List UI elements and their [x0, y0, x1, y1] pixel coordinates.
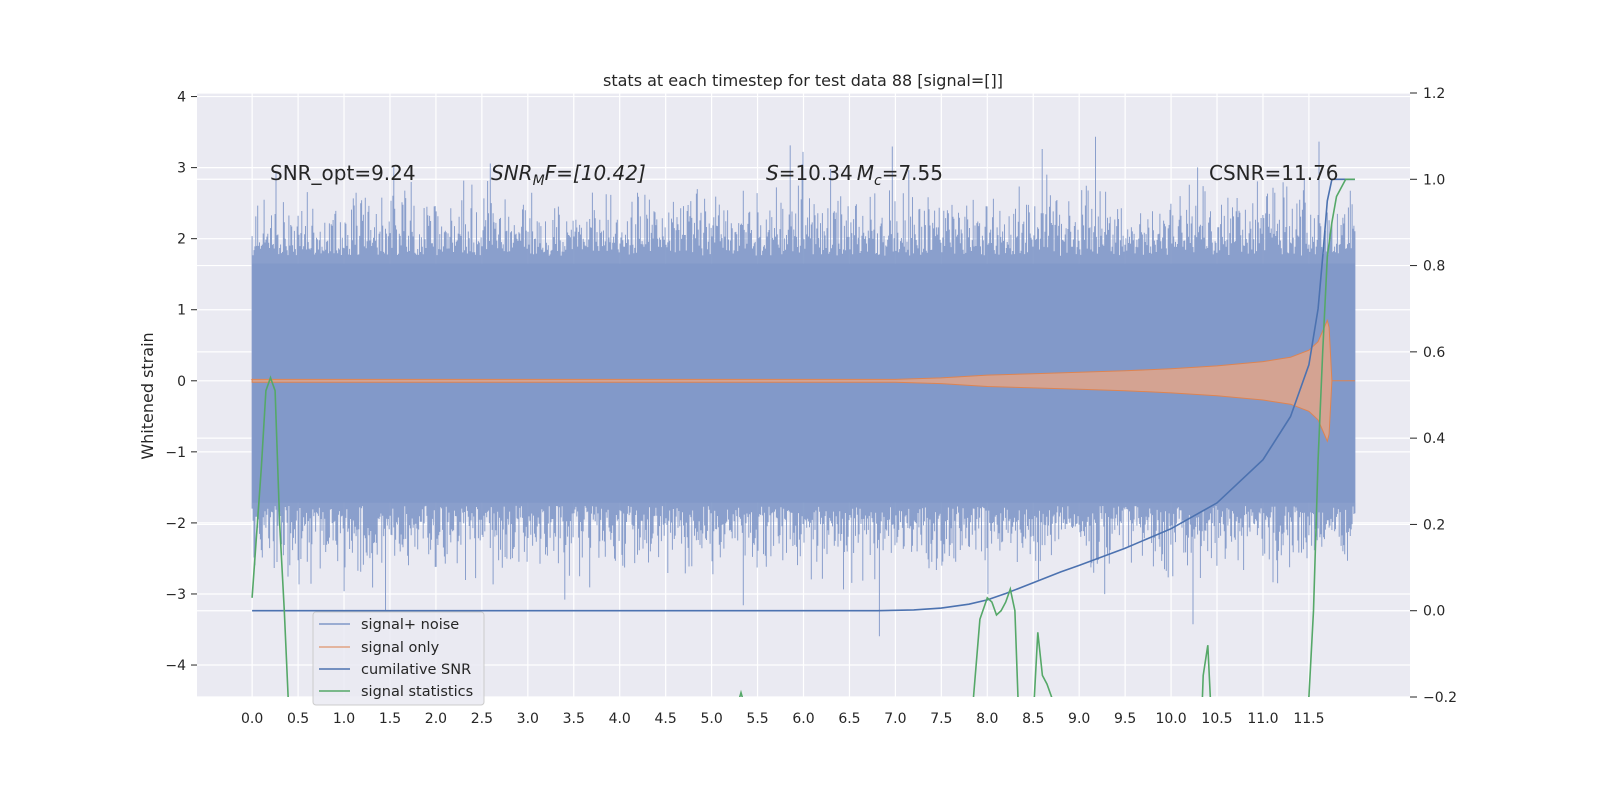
y2-tick-label: 0.2: [1423, 517, 1445, 533]
y-tick-label: −4: [165, 658, 186, 674]
x-tick-label: 3.5: [563, 711, 585, 727]
x-tick-label: 11.5: [1293, 711, 1324, 727]
x-tick-label: 8.0: [976, 711, 998, 727]
y2-tick-label: 0.6: [1423, 345, 1445, 361]
x-tick-label: 0.5: [287, 711, 309, 727]
x-tick-label: 6.5: [838, 711, 860, 727]
x-tick-label: 10.0: [1155, 711, 1186, 727]
x-tick-label: 2.5: [471, 711, 493, 727]
x-tick-label: 9.0: [1068, 711, 1090, 727]
x-tick-label: 5.5: [746, 711, 768, 727]
legend-label-cumulative-snr: cumilative SNR: [361, 662, 471, 678]
x-axis-ticks: 0.0 0.5 1.0 1.5 2.0 2.5 3.0 3.5 4.0 4.5 5.0 5.5 6.0 6…: [241, 711, 1324, 727]
x-tick-label: 1.0: [333, 711, 355, 727]
annotation-snr-mf: SNRMF=[10.42]: [491, 161, 646, 189]
y2-tick-label: 1.2: [1423, 86, 1445, 102]
x-tick-label: 7.0: [884, 711, 906, 727]
y-axis-label: Whitened strain: [138, 332, 157, 459]
y-tick-label: 3: [177, 161, 186, 177]
signal-statistics-series: [251, 178, 1355, 697]
y2-tick-label: 0.0: [1423, 604, 1445, 620]
x-tick-label: 2.0: [425, 711, 447, 727]
y-tick-label: −3: [165, 587, 186, 603]
x-tick-label: 9.5: [1114, 711, 1136, 727]
x-tick-label: 7.5: [930, 711, 952, 727]
legend-label-signal-statistics: signal statistics: [361, 684, 473, 700]
annotation-snr-opt: SNR_opt=9.24: [270, 161, 416, 185]
y-tick-label: 2: [177, 232, 186, 248]
y-tick-label: −2: [165, 516, 186, 532]
x-tick-label: 10.5: [1201, 711, 1232, 727]
legend-label-signal-only: signal only: [361, 640, 440, 656]
y2-axis-ticks: 1.2 1.0 0.8 0.6 0.4 0.2 0.0 −0.2: [1410, 86, 1457, 706]
y2-tick-label: −0.2: [1423, 690, 1457, 706]
x-tick-label: 4.0: [609, 711, 631, 727]
chart-title: stats at each timestep for test data 88 …: [603, 71, 1003, 90]
legend: signal+ noise signal only cumilative SNR…: [312, 611, 485, 706]
annotation-s-mc: S=10.34 Mc=7.55: [766, 161, 943, 189]
x-tick-label: 1.5: [379, 711, 401, 727]
x-tick-label: 4.5: [655, 711, 677, 727]
x-tick-label: 11.0: [1247, 711, 1278, 727]
y-tick-label: 0: [177, 374, 186, 390]
signal-only-series: [250, 318, 1355, 443]
y2-tick-label: 0.8: [1423, 259, 1445, 275]
y2-tick-label: 1.0: [1423, 172, 1445, 188]
x-tick-label: 6.0: [792, 711, 814, 727]
y-axis-ticks: 4 3 2 1 0 −1 −2 −3 −4: [165, 90, 197, 674]
legend-box: [312, 611, 485, 706]
x-tick-label: 5.0: [700, 711, 722, 727]
y2-tick-label: 0.4: [1423, 431, 1445, 447]
y-tick-label: 1: [177, 303, 186, 319]
x-tick-label: 3.0: [517, 711, 539, 727]
x-tick-label: 0.0: [241, 711, 263, 727]
y-tick-label: −1: [165, 445, 186, 461]
legend-label-signal-noise: signal+ noise: [361, 617, 459, 633]
cumulative-snr-series: [252, 178, 1355, 612]
annotation-csnr: CSNR=11.76: [1209, 161, 1339, 185]
y-tick-label: 4: [177, 90, 186, 106]
x-tick-label: 8.5: [1022, 711, 1044, 727]
